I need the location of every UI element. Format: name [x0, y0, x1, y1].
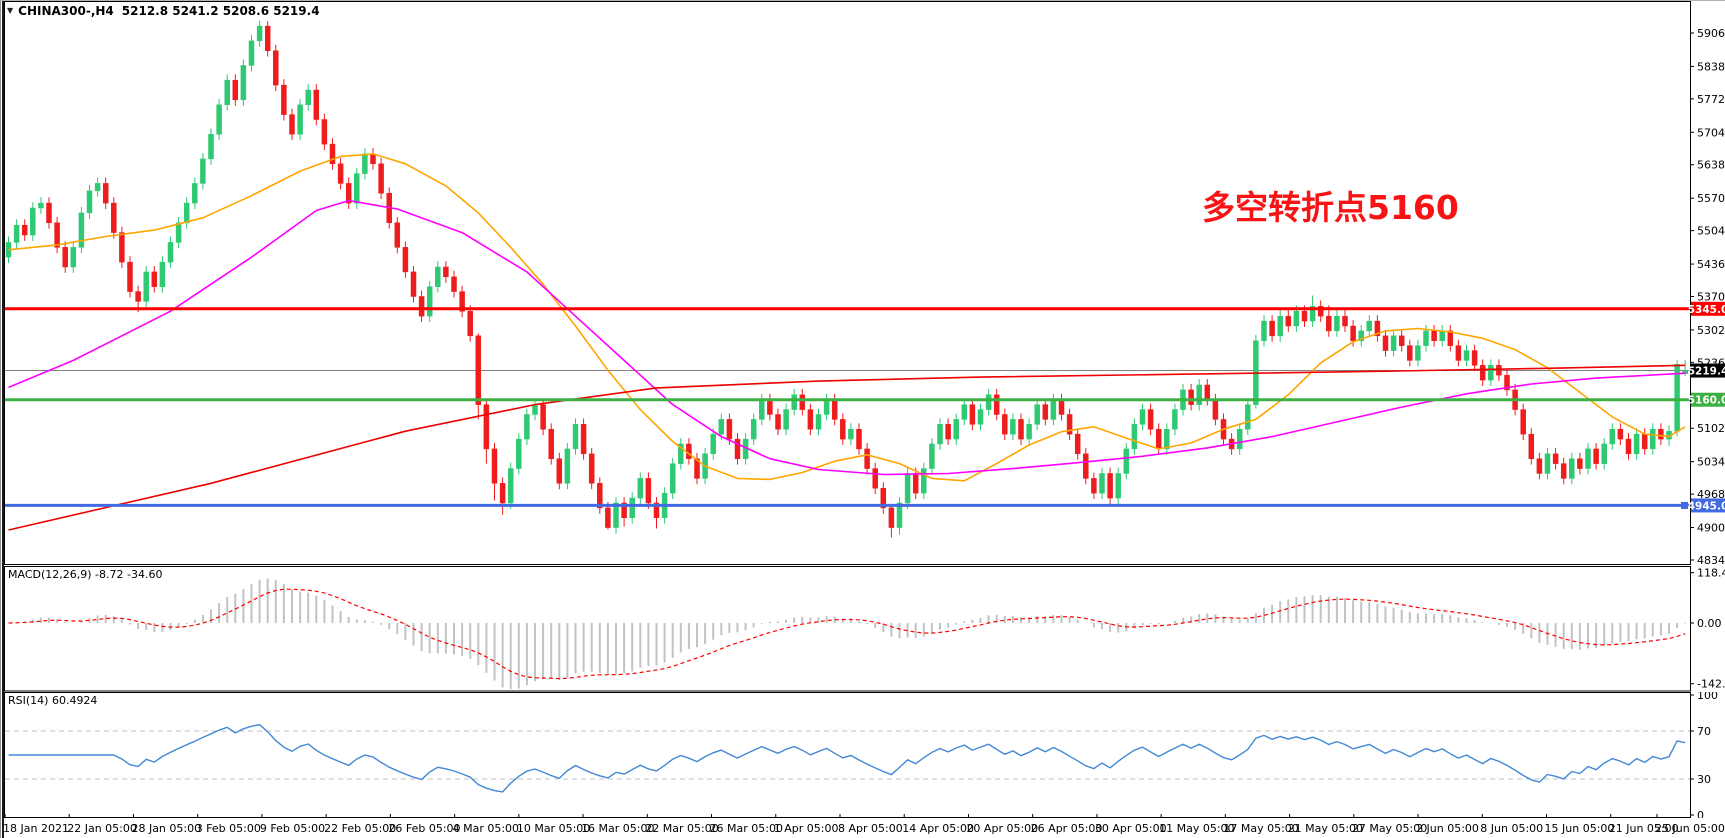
date-label: 26 Feb 05:00	[388, 822, 461, 835]
date-label: 8 Jun 05:00	[1480, 822, 1544, 835]
price-tick-label: 5504.0	[1697, 225, 1725, 238]
hline-price-box	[1691, 301, 1725, 316]
price-tick-label: 5102.0	[1697, 422, 1725, 435]
price-tick-label: 4900.0	[1697, 522, 1725, 535]
macd-panel[interactable]: 118.47 0.00 -142.8	[0, 566, 1725, 692]
macd-tick-label: 118.47	[1697, 567, 1725, 580]
macd-histogram	[15, 578, 1687, 689]
date-label: 22 Mar 05:00	[645, 822, 719, 835]
price-tick-label: 5034.0	[1697, 456, 1725, 469]
price-tick-label: 5570.0	[1697, 192, 1725, 205]
rsi-line	[8, 724, 1686, 793]
rsi-panel-border	[4, 692, 1691, 818]
window-left-border	[0, 1, 4, 838]
date-label: 3 Feb 05:00	[195, 822, 261, 835]
symbol-dropdown-icon[interactable]: ▼	[7, 6, 14, 15]
macd-signal-line	[8, 588, 1686, 680]
hline-drag-handle[interactable]	[1681, 501, 1688, 509]
macd-axis[interactable]: 118.47 0.00 -142.8	[1690, 567, 1725, 691]
date-label: 30 Apr 05:00	[1094, 822, 1167, 835]
current-price-label: 5219.4	[1688, 366, 1725, 378]
macd-tick-label: -142.8	[1697, 678, 1725, 691]
price-tick-label: 5906.0	[1697, 27, 1725, 40]
date-label: 27 May 05:00	[1351, 822, 1428, 835]
date-label: 11 May 05:00	[1159, 822, 1235, 835]
date-label: 2 Jun 05:00	[1416, 822, 1479, 835]
hline-price-label: 5160.0	[1688, 395, 1725, 407]
price-axis[interactable]: 5906.0 5838.0 5772.0 5704.0 5638.0 5570.0 5504…	[1690, 27, 1725, 566]
rsi-tick-label: 30	[1697, 773, 1711, 786]
price-tick-label: 5838.0	[1697, 60, 1725, 73]
price-tick-label: 5704.0	[1697, 126, 1725, 139]
macd-tick-label: 0.00	[1697, 617, 1722, 630]
date-label: 18 Jan 2021	[3, 822, 69, 835]
rsi-tick-label: 100	[1697, 692, 1718, 702]
ma-slow-line	[8, 364, 1686, 531]
current-price-box	[1691, 363, 1725, 378]
ma-fast-line	[8, 153, 1686, 482]
hline-price-label: 4945.0	[1688, 500, 1725, 512]
date-label: 8 Apr 05:00	[837, 822, 903, 835]
chart-title-bar: ▼ CHINA300-,H4 5212.8 5241.2 5208.6 5219.4	[7, 4, 320, 18]
candles[interactable]	[5, 20, 1688, 538]
date-label: 20 Apr 05:00	[966, 822, 1039, 835]
ohlc-values: 5212.8 5241.2 5208.6 5219.4	[121, 4, 320, 18]
ma-mid-line	[8, 199, 1686, 476]
hline-price-label: 5345.0	[1688, 304, 1725, 316]
rsi-tick-label: 0	[1697, 809, 1704, 818]
date-label: 10 Mar 05:00	[516, 822, 591, 835]
price-tick-label: 5302.0	[1697, 324, 1725, 337]
price-chart-panel[interactable]: 5906.0 5838.0 5772.0 5704.0 5638.0 5570.0 5504…	[0, 1, 1725, 566]
date-label: 14 Apr 05:00	[902, 822, 974, 835]
date-label: 26 Apr 05:00	[1030, 822, 1103, 835]
date-label: 26 Mar 05:00	[709, 822, 783, 835]
date-label: 17 May 05:00	[1223, 822, 1299, 835]
hline-price-box	[1691, 498, 1725, 513]
date-label: 22 Jan 05:00	[67, 822, 137, 835]
price-tick-label: 4968.0	[1697, 488, 1725, 501]
macd-panel-border	[4, 566, 1691, 692]
price-tick-label: 5370.0	[1697, 290, 1725, 303]
rsi-panel[interactable]: 100 70 30 0	[0, 692, 1725, 818]
date-label: 1 Apr 05:00	[773, 822, 839, 835]
date-label: 15 Jun 05:00	[1544, 822, 1615, 835]
date-label: 4 Mar 05:00	[452, 822, 520, 835]
date-label: 16 Mar 05:00	[581, 822, 655, 835]
date-label: 21 Jun 05:00	[1608, 822, 1679, 835]
price-tick-label: 5436.0	[1697, 258, 1725, 271]
date-label: 22 Feb 05:00	[324, 822, 397, 835]
price-tick-label: 4834.0	[1697, 554, 1725, 566]
date-label: 28 Jan 05:00	[131, 822, 202, 835]
macd-label: MACD(12,26,9) -8.72 -34.60	[8, 568, 163, 581]
rsi-label: RSI(14) 60.4924	[8, 694, 98, 707]
rsi-axis[interactable]: 100 70 30 0	[1690, 692, 1718, 818]
hline-price-box	[1691, 392, 1725, 407]
price-tick-label: 5638.0	[1697, 159, 1725, 172]
date-label: 25 Jun 05:00	[1655, 822, 1725, 835]
rsi-tick-label: 70	[1697, 725, 1711, 738]
date-label: 9 Feb 05:00	[259, 822, 326, 835]
main-panel-border	[4, 1, 1691, 565]
symbol-timeframe-label: CHINA300-,H4	[18, 4, 114, 18]
time-axis[interactable]: 18 Jan 2021 22 Jan 05:00 28 Jan 05:00 3 Feb…	[0, 821, 1725, 838]
price-tick-label: 5772.0	[1697, 93, 1725, 106]
date-label: 21 May 05:00	[1287, 822, 1364, 835]
